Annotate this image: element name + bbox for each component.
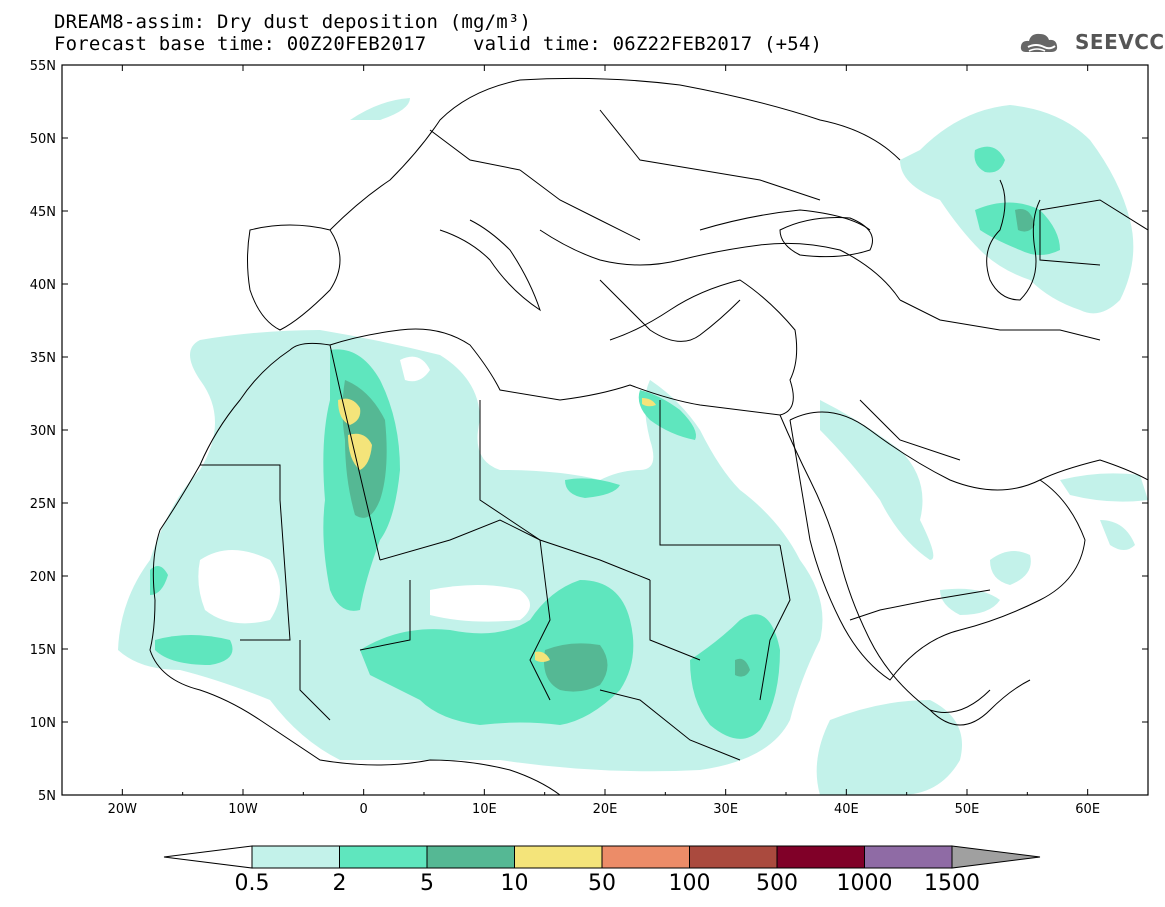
lon-tick-label: 20W [108,802,138,817]
lon-tick-label: 20E [593,802,618,817]
colorbar-label: 100 [669,871,711,896]
lon-tick-label: 40E [834,802,859,817]
colorbar-label: 500 [756,871,798,896]
lat-tick-label: 30N [30,424,56,439]
lon-tick-label: 50E [955,802,980,817]
colorbar-label: 2 [333,871,347,896]
colorbar-segment [601,845,690,869]
colorbar-segment [689,845,778,869]
cloud-logo-icon [1020,33,1058,52]
colorbar-segment [426,845,515,869]
colorbar: 0.5 2 5 10 50 100 500 1000 1500 [163,845,1041,896]
colorbar-label: 5 [420,871,434,896]
colorbar-label: 0.5 [235,871,270,896]
lon-tick-label: 60E [1075,802,1100,817]
map-title: DREAM8-assim: Dry dust deposition (mg/m³… [54,11,532,33]
lon-tick-label: 10E [472,802,497,817]
lat-tick-label: 35N [30,351,56,366]
colorbar-segment [776,845,865,869]
lat-tick-label: 20N [30,570,56,585]
colorbar-label: 10 [501,871,529,896]
colorbar-label: 1000 [837,871,893,896]
lat-tick-label: 5N [38,789,56,804]
dust-fields [118,98,1148,795]
lat-tick-label: 15N [30,643,56,658]
colorbar-segment [251,845,340,869]
lon-tick-label: 0 [360,802,368,817]
colorbar-segment [864,845,953,869]
lat-tick-label: 40N [30,278,56,293]
lat-tick-label: 10N [30,716,56,731]
lat-tick-label: 25N [30,497,56,512]
lat-tick-label: 50N [30,132,56,147]
colorbar-label: 1500 [924,871,980,896]
latitude-axis: 55N 50N 45N 40N 35N 30N 25N 20N 15N 10N 5N [30,59,1148,804]
lon-tick-label: 10W [228,802,258,817]
colorbar-under-triangle [163,845,253,869]
lat-tick-label: 45N [30,205,56,220]
colorbar-segment [514,845,603,869]
map-subtitle: Forecast base time: 00Z20FEB2017 valid t… [54,33,823,55]
lon-tick-label: 30E [713,802,738,817]
lat-tick-label: 55N [30,59,56,74]
longitude-axis: 20W 10W 0 10E 20E 30E 40E 50E 60E [61,65,1149,817]
colorbar-over-triangle [951,845,1041,869]
logo-text: SEEVCCC [1075,30,1165,54]
colorbar-segment [339,845,428,869]
coastlines [149,77,1148,795]
colorbar-label: 50 [588,871,616,896]
